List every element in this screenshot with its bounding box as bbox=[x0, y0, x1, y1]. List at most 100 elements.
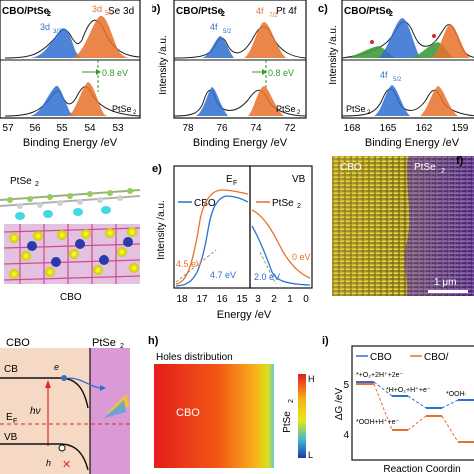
marker-dot bbox=[432, 34, 436, 38]
bottom-layer-label: CBO bbox=[60, 292, 82, 303]
ptse2-cutoff-value: 4.5 eV bbox=[176, 259, 202, 269]
svg-text:7/2: 7/2 bbox=[269, 13, 278, 19]
top-spectrum-title: CBO/PtSe bbox=[176, 6, 224, 17]
y-tick: 4 bbox=[343, 430, 349, 441]
cbo-slab bbox=[3, 224, 141, 284]
x-tick: 0 bbox=[303, 294, 309, 305]
panel-label: h) bbox=[148, 335, 159, 347]
cbo-vb-value: 2.0 eV bbox=[254, 272, 280, 282]
step-label: *H+O₂+H⁺+e⁻ bbox=[386, 386, 431, 394]
step-label: *OOH· bbox=[446, 391, 467, 398]
svg-text:5/2: 5/2 bbox=[393, 77, 402, 83]
cbo-cutoff-curve bbox=[175, 195, 249, 287]
y-tick: 5 bbox=[343, 380, 349, 391]
panel-label: c) bbox=[318, 3, 328, 15]
x-tick: 72 bbox=[284, 123, 296, 134]
ef-label: E bbox=[6, 412, 13, 423]
x-tick: 2 bbox=[271, 294, 277, 305]
top-spectrum bbox=[341, 18, 474, 59]
ptse2-vb-value: 0 eV bbox=[292, 252, 311, 262]
panel-f-surface-potential-map: f) CBO PtSe 2 1 μm bbox=[332, 156, 474, 296]
svg-text:2: 2 bbox=[288, 399, 295, 403]
light-ray bbox=[106, 394, 130, 414]
panel-i-free-energy: i) ΔG /eV 5 4 CBO CBO/ *+O₂+2H⁺+2e⁻ *H+O… bbox=[322, 335, 474, 474]
hole bbox=[58, 444, 66, 452]
ptse2-region-label: PtSe bbox=[414, 162, 436, 173]
x-tick: 78 bbox=[182, 123, 194, 134]
top-layer-label: PtSe bbox=[10, 176, 32, 187]
x-tick: 3 bbox=[255, 294, 261, 305]
cbo-cutoff-value: 4.7 eV bbox=[210, 270, 236, 280]
core-level-label: Se 3d bbox=[108, 6, 134, 17]
x-tick: 53 bbox=[112, 123, 124, 134]
hole-density-field bbox=[154, 364, 274, 468]
x-tick: 55 bbox=[56, 123, 68, 134]
svg-text:2: 2 bbox=[221, 11, 225, 18]
legend-cbo: CBO bbox=[370, 352, 392, 363]
x-tick: 162 bbox=[416, 123, 433, 134]
bottom-spectrum-label: PtSe bbox=[276, 104, 296, 114]
marker-dot bbox=[370, 40, 374, 44]
svg-text:2: 2 bbox=[441, 168, 445, 175]
cbo-region-label: CBO bbox=[176, 407, 200, 419]
shift-label: 0.8 eV bbox=[268, 68, 294, 78]
x-tick: 74 bbox=[250, 123, 262, 134]
top-spectrum bbox=[4, 15, 141, 59]
peak2-label: 3d bbox=[92, 4, 102, 14]
svg-text:2: 2 bbox=[47, 11, 51, 18]
peak1-label: 4f bbox=[210, 22, 218, 32]
ptse2-vb-curve bbox=[251, 209, 311, 279]
x-axis-label: Binding Energy /eV bbox=[23, 137, 118, 149]
svg-text:2: 2 bbox=[389, 11, 393, 18]
panel-b-pt4f-xps: b) Intensity /a.u. CBO/PtSe 2 Pt 4f 4f 5… bbox=[152, 0, 307, 149]
svg-text:2: 2 bbox=[120, 343, 124, 350]
vb-label: VB bbox=[4, 432, 18, 443]
bottom-spectrum-label: PtSe bbox=[346, 104, 366, 114]
x-tick: 18 bbox=[176, 294, 188, 305]
x-tick: 165 bbox=[380, 123, 397, 134]
legend-ptse2: PtSe bbox=[272, 198, 294, 209]
panel-g-band-diagram: CBO PtSe 2 CB e hν E F VB h ✕ bbox=[0, 337, 130, 474]
ptse2-title: PtSe bbox=[92, 337, 116, 349]
panel-h-holes-distribution: h) Holes distribution CBO PtSe 2 H L bbox=[148, 335, 315, 468]
top-spectrum-title: CBO/PtSe bbox=[344, 6, 392, 17]
y-axis-label: Intensity /a.u. bbox=[156, 200, 167, 259]
svg-text:2: 2 bbox=[35, 181, 39, 188]
x-tick: 159 bbox=[452, 123, 469, 134]
peak1-label: 4f bbox=[380, 70, 388, 80]
peak2-label: 4f bbox=[256, 6, 264, 16]
svg-text:5/2: 5/2 bbox=[223, 29, 232, 35]
shift-label: 0.8 eV bbox=[102, 68, 128, 78]
svg-text:2: 2 bbox=[297, 110, 301, 116]
scale-bar-label: 1 μm bbox=[434, 277, 456, 288]
core-level-label: Pt 4f bbox=[276, 6, 297, 17]
bottom-spectrum bbox=[341, 85, 474, 117]
panel-e-ups: e) Intensity /a.u. E F VB CBO PtSe 2 4.5… bbox=[152, 163, 313, 321]
top-spectrum-title: CBO/PtSe bbox=[2, 6, 50, 17]
x-axis-label: Binding Energy /eV bbox=[193, 137, 288, 149]
svg-text:2: 2 bbox=[133, 110, 137, 116]
electron-label: e bbox=[54, 362, 59, 372]
y-axis-label: ΔG /eV bbox=[334, 388, 345, 421]
cbo-vb-curve bbox=[251, 225, 311, 286]
x-tick: 57 bbox=[2, 123, 14, 134]
panel-f-label: f) bbox=[456, 155, 464, 167]
bottom-spectrum bbox=[4, 82, 141, 117]
hole-label: h bbox=[46, 458, 51, 468]
svg-text:5/2: 5/2 bbox=[105, 11, 114, 17]
scale-high-label: H bbox=[308, 374, 315, 384]
color-scale-bar bbox=[298, 374, 306, 458]
x-tick: 1 bbox=[287, 294, 293, 305]
y-axis-label: Intensity /a.u. bbox=[328, 25, 339, 84]
panel-a-se3d-xps: CBO/PtSe 2 Se 3d 3d 3/2 3d 5/2 0.8 eV Pt… bbox=[0, 0, 141, 149]
ptse2-cutoff-curve bbox=[175, 189, 249, 285]
panel-label: e) bbox=[152, 163, 162, 175]
x-tick: 15 bbox=[236, 294, 248, 305]
panel-label: b) bbox=[152, 3, 161, 15]
bottom-spectrum-label: PtSe bbox=[112, 104, 132, 114]
cbo-title: CBO bbox=[6, 337, 30, 349]
scale-bar bbox=[428, 290, 468, 293]
legend-other: CBO/ bbox=[424, 352, 449, 363]
x-tick: 56 bbox=[29, 123, 41, 134]
panel-b-ylabel: Intensity /a.u. bbox=[158, 35, 169, 94]
